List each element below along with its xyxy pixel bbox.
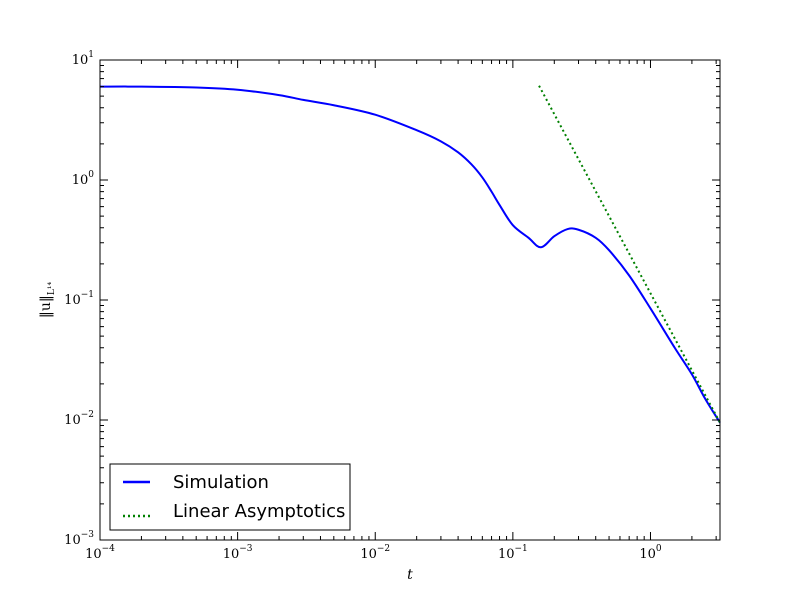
y-tick-label: 10−2 (64, 410, 94, 428)
legend-label-simulation: Simulation (173, 472, 269, 493)
y-axis-label-subscript: L¹⁴ (47, 282, 57, 296)
series-line-linear-asymptotics (538, 85, 721, 424)
y-tick-label: 101 (72, 50, 94, 68)
series-layer (99, 85, 721, 424)
x-tick-label: 10−4 (85, 544, 115, 562)
x-tick-label: 100 (639, 544, 662, 562)
y-axis-label: ‖u‖L¹⁴ (38, 282, 57, 319)
plot-area (100, 60, 720, 540)
axes-background (100, 60, 720, 540)
x-axis-label: t (407, 567, 413, 583)
legend-label-linear-asymptotics: Linear Asymptotics (173, 501, 345, 522)
series-line-simulation (99, 85, 721, 424)
y-axis-label-main: ‖u‖ (38, 295, 54, 318)
x-tick-label: 10−1 (498, 544, 528, 562)
y-tick-label: 10−3 (64, 530, 94, 548)
legend: Simulation Linear Asymptotics (109, 463, 351, 531)
x-tick-label: 10−2 (360, 544, 390, 562)
y-tick-label: 10−1 (64, 290, 94, 308)
ticks-layer (99, 59, 720, 541)
legend-box (109, 463, 351, 531)
y-tick-label: 100 (72, 170, 95, 188)
x-tick-label: 10−3 (223, 544, 253, 562)
